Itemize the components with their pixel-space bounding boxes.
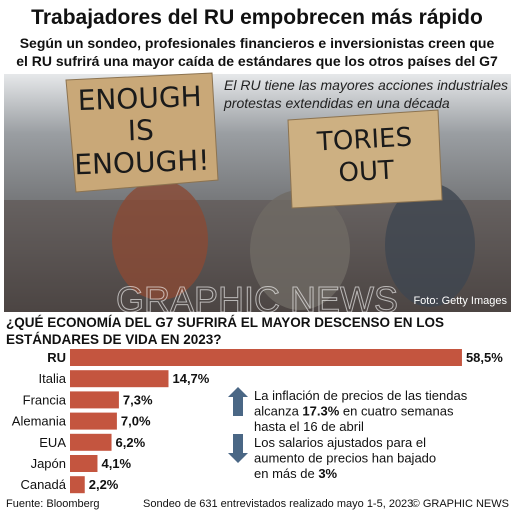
annotation-text: en más de (254, 466, 318, 481)
sign (287, 109, 443, 209)
annotation: La inflación de precios de las tiendas (254, 388, 468, 403)
annotation: Los salarios ajustados para el (254, 435, 426, 450)
arrow-up (228, 387, 248, 416)
person (250, 190, 350, 310)
bar (70, 370, 169, 388)
sign-text: TORIES (315, 123, 412, 158)
value-label: 2,2% (89, 477, 119, 492)
category-label: Francia (23, 392, 67, 407)
value-label: 14,7% (172, 371, 209, 386)
bar (70, 349, 462, 366)
annotation: aumento de precios han bajado (254, 451, 436, 466)
category-label: RU (47, 350, 66, 365)
bar (70, 476, 85, 494)
note: Sondeo de 631 entrevistados realizado ma… (143, 498, 413, 510)
copyright: © GRAPHIC NEWS (412, 498, 509, 510)
source: Fuente: Bloomberg (6, 498, 100, 510)
annotation-text: 3% (318, 466, 337, 481)
subtitle: el RU sufrirá una mayor caída de estánda… (16, 53, 498, 69)
annotation-text: La inflación de precios de las tiendas (254, 388, 468, 403)
sign-text: IS (127, 114, 154, 148)
content: Trabajadores del RU empobrecen más rápid… (6, 6, 509, 510)
annotation: alcanza 17.3% en cuatro semanas (254, 404, 454, 419)
person (112, 180, 208, 300)
annotation: hasta el 16 de abril (254, 419, 364, 434)
category-label: Canadá (20, 477, 66, 492)
annotation-text: hasta el 16 de abril (254, 419, 364, 434)
annotation-text: aumento de precios han bajado (254, 451, 436, 466)
sign (65, 72, 219, 193)
chart-title: ¿QUÉ ECONOMÍA DEL G7 SUFRIRÁ EL MAYOR DE… (6, 315, 444, 330)
bar (70, 391, 119, 409)
annotation-text: Los salarios ajustados para el (254, 435, 426, 450)
category-label: Italia (39, 371, 67, 386)
sign-text: OUT (338, 156, 395, 189)
chart-title: ESTÁNDARES DE VIDA EN 2023? (6, 332, 222, 347)
category-label: Alemania (12, 414, 67, 429)
value-label: 6,2% (116, 435, 146, 450)
bar (70, 455, 98, 472)
annotation-text: alcanza (254, 404, 302, 419)
annotation-text: en cuatro semanas (339, 404, 454, 419)
category-label: Japón (31, 456, 66, 471)
value-label: 7,3% (123, 392, 153, 407)
person (385, 183, 475, 307)
subtitle: Según un sondeo, profesionales financier… (20, 35, 495, 51)
photo-caption: El RU tiene las mayores acciones industr… (224, 77, 508, 93)
value-label: 7,0% (121, 414, 151, 429)
photo-credit: Foto: Getty Images (413, 295, 507, 307)
bar (70, 433, 112, 451)
sign-text: ENOUGH! (74, 144, 210, 182)
category-label: EUA (39, 435, 66, 450)
photo-caption: protestas extendidas en una década (223, 95, 450, 111)
value-label: 4,1% (101, 456, 131, 471)
bar (70, 412, 117, 430)
annotation: en más de 3% (254, 466, 338, 481)
watermark: GRAPHIC NEWS (116, 279, 398, 320)
annotation-text: 17.3% (302, 404, 339, 419)
title: Trabajadores del RU empobrecen más rápid… (31, 6, 483, 29)
arrow-down (228, 434, 248, 463)
value-label: 58,5% (466, 350, 503, 365)
sign-text: ENOUGH (77, 80, 202, 117)
